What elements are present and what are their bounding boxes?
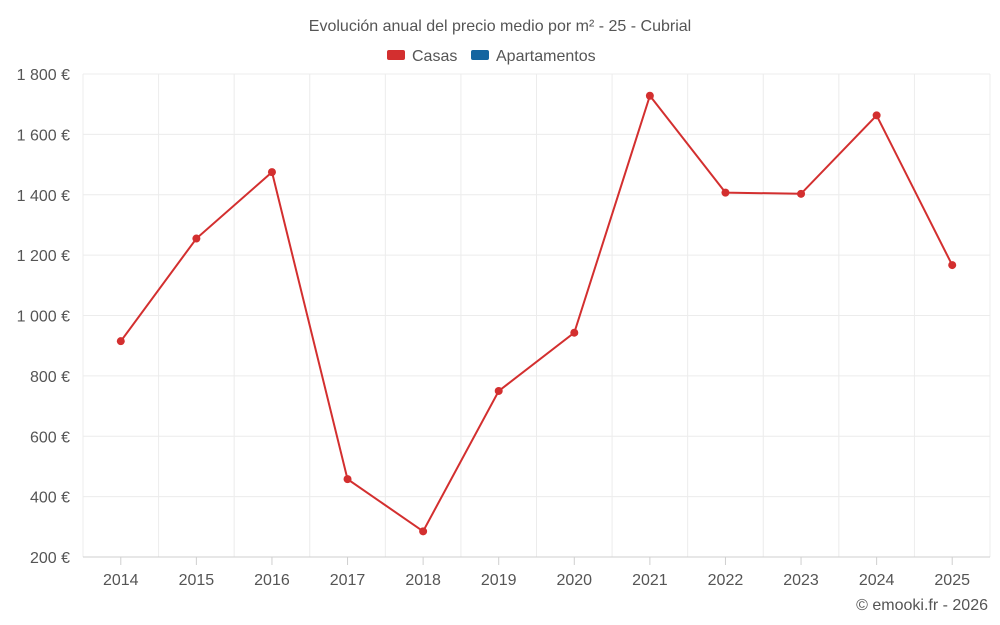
x-tick-label: 2025 [934,572,970,589]
x-tick-label: 2023 [783,572,819,589]
legend-item-apartamentos[interactable]: Apartamentos [471,48,596,65]
legend-label-apartamentos: Apartamentos [496,48,596,65]
x-tick-label: 2021 [632,572,668,589]
y-tick-label: 1 600 € [17,127,70,144]
data-point[interactable] [116,337,125,346]
x-tick-label: 2017 [330,572,366,589]
y-tick-label: 1 400 € [17,188,70,205]
data-point[interactable] [645,91,654,100]
data-point[interactable] [267,168,276,177]
data-point[interactable] [948,261,957,270]
y-axis-tick-labels: 200 € 400 € 600 € 800 € 1 000 € 1 200 € 1 400 … [17,67,70,567]
legend: Casas Apartamentos [387,48,596,65]
legend-label-casas: Casas [412,48,457,65]
data-point[interactable] [797,189,806,198]
legend-swatch-apartamentos [471,50,489,60]
y-tick-label: 600 € [30,429,70,446]
data-point[interactable] [721,188,730,197]
x-tick-label: 2016 [254,572,290,589]
data-point[interactable] [570,328,579,337]
x-tick-label: 2018 [405,572,441,589]
data-point[interactable] [419,527,428,536]
x-axis-tick-labels: 2014 2015 2016 2017 2018 2019 2020 2021 2022 2023… [103,557,970,589]
credit-text: © emooki.fr - 2026 [856,597,988,614]
data-point[interactable] [872,111,881,120]
y-tick-label: 1 000 € [17,309,70,326]
data-point[interactable] [343,475,352,484]
x-tick-label: 2020 [556,572,592,589]
series-casas [116,91,957,536]
data-point[interactable] [192,234,201,243]
x-tick-label: 2022 [708,572,744,589]
chart-title: Evolución anual del precio medio por m² … [309,18,691,35]
legend-item-casas[interactable]: Casas [387,48,457,65]
x-tick-label: 2015 [179,572,215,589]
y-tick-label: 800 € [30,369,70,386]
x-tick-label: 2024 [859,572,895,589]
y-tick-label: 1 200 € [17,248,70,265]
y-tick-label: 400 € [30,490,70,507]
series-points-casas [116,91,957,536]
x-tick-label: 2019 [481,572,517,589]
y-tick-label: 1 800 € [17,67,70,84]
x-tick-label: 2014 [103,572,139,589]
data-point[interactable] [494,386,503,395]
series-line-casas [119,93,954,533]
y-tick-label: 200 € [30,550,70,567]
legend-swatch-casas [387,50,405,60]
